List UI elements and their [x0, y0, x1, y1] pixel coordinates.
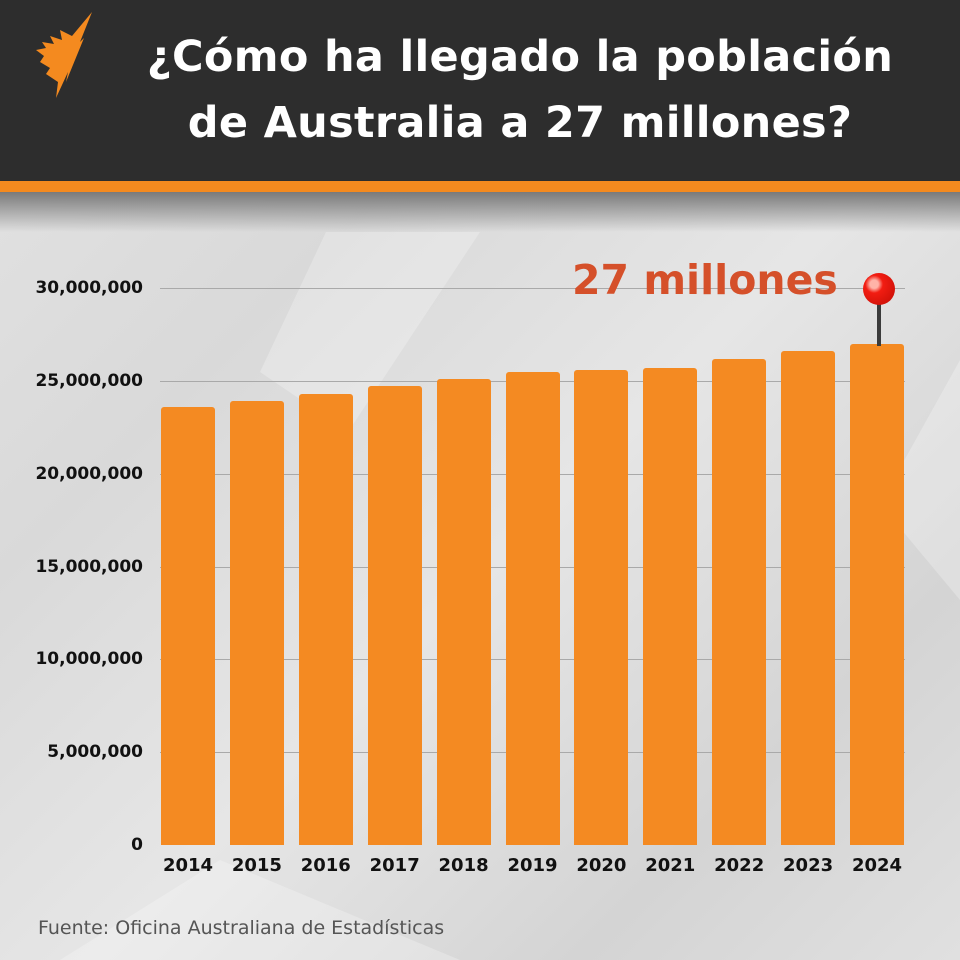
bar-2020	[574, 369, 629, 845]
bar-2019	[505, 371, 560, 845]
pin-icon	[863, 273, 895, 305]
y-axis-tick-label: 10,000,000	[35, 649, 143, 670]
y-axis-tick-label: 25,000,000	[35, 370, 143, 391]
title-line-2: de Australia a 27 millones?	[187, 98, 853, 148]
bar-2017	[367, 386, 422, 845]
title-line-1: ¿Cómo ha llegado la población	[146, 32, 894, 82]
x-axis-tick-label: 2024	[851, 855, 903, 876]
x-axis-tick-label: 2018	[438, 855, 489, 876]
y-axis-tick-label: 30,000,000	[35, 278, 143, 298]
bar-2018	[436, 378, 491, 845]
x-axis-tick-label: 2017	[369, 855, 420, 876]
x-axis-tick-label: 2019	[507, 855, 558, 876]
x-axis-tick-label: 2020	[576, 855, 627, 876]
annotation-label: 27 millones	[572, 256, 838, 304]
x-axis-tick-label: 2016	[300, 855, 351, 876]
x-axis-tick-label: 2021	[645, 855, 696, 876]
y-axis-tick-label: 15,000,000	[35, 556, 143, 577]
pin-stick	[877, 296, 881, 346]
x-axis-tick-label: 2015	[231, 855, 282, 876]
x-axis-tick-label: 2022	[714, 855, 765, 876]
bar-2023	[781, 351, 836, 845]
header-shadow	[0, 192, 960, 232]
bar-2021	[643, 367, 698, 845]
page-title: ¿Cómo ha llegado la población de Austral…	[110, 24, 930, 156]
bar-2014	[161, 406, 215, 845]
bar-2022	[712, 358, 767, 845]
sbs-logo-icon	[36, 12, 92, 98]
x-axis-tick-label: 2014	[162, 855, 214, 876]
source-note: Fuente: Oficina Australiana de Estadísti…	[38, 917, 445, 939]
gridline	[160, 288, 905, 289]
y-axis-tick-label: 20,000,000	[35, 463, 143, 484]
bar-2024	[850, 343, 904, 845]
header-accent-stripe	[0, 181, 960, 192]
bar-2016	[298, 393, 353, 845]
header-bar: ¿Cómo ha llegado la población de Austral…	[0, 0, 960, 181]
y-axis-tick-label: 0	[131, 835, 143, 855]
x-axis-tick-label: 2023	[783, 855, 834, 876]
y-axis-tick-label: 5,000,000	[47, 742, 143, 763]
bar-2015	[229, 401, 284, 845]
